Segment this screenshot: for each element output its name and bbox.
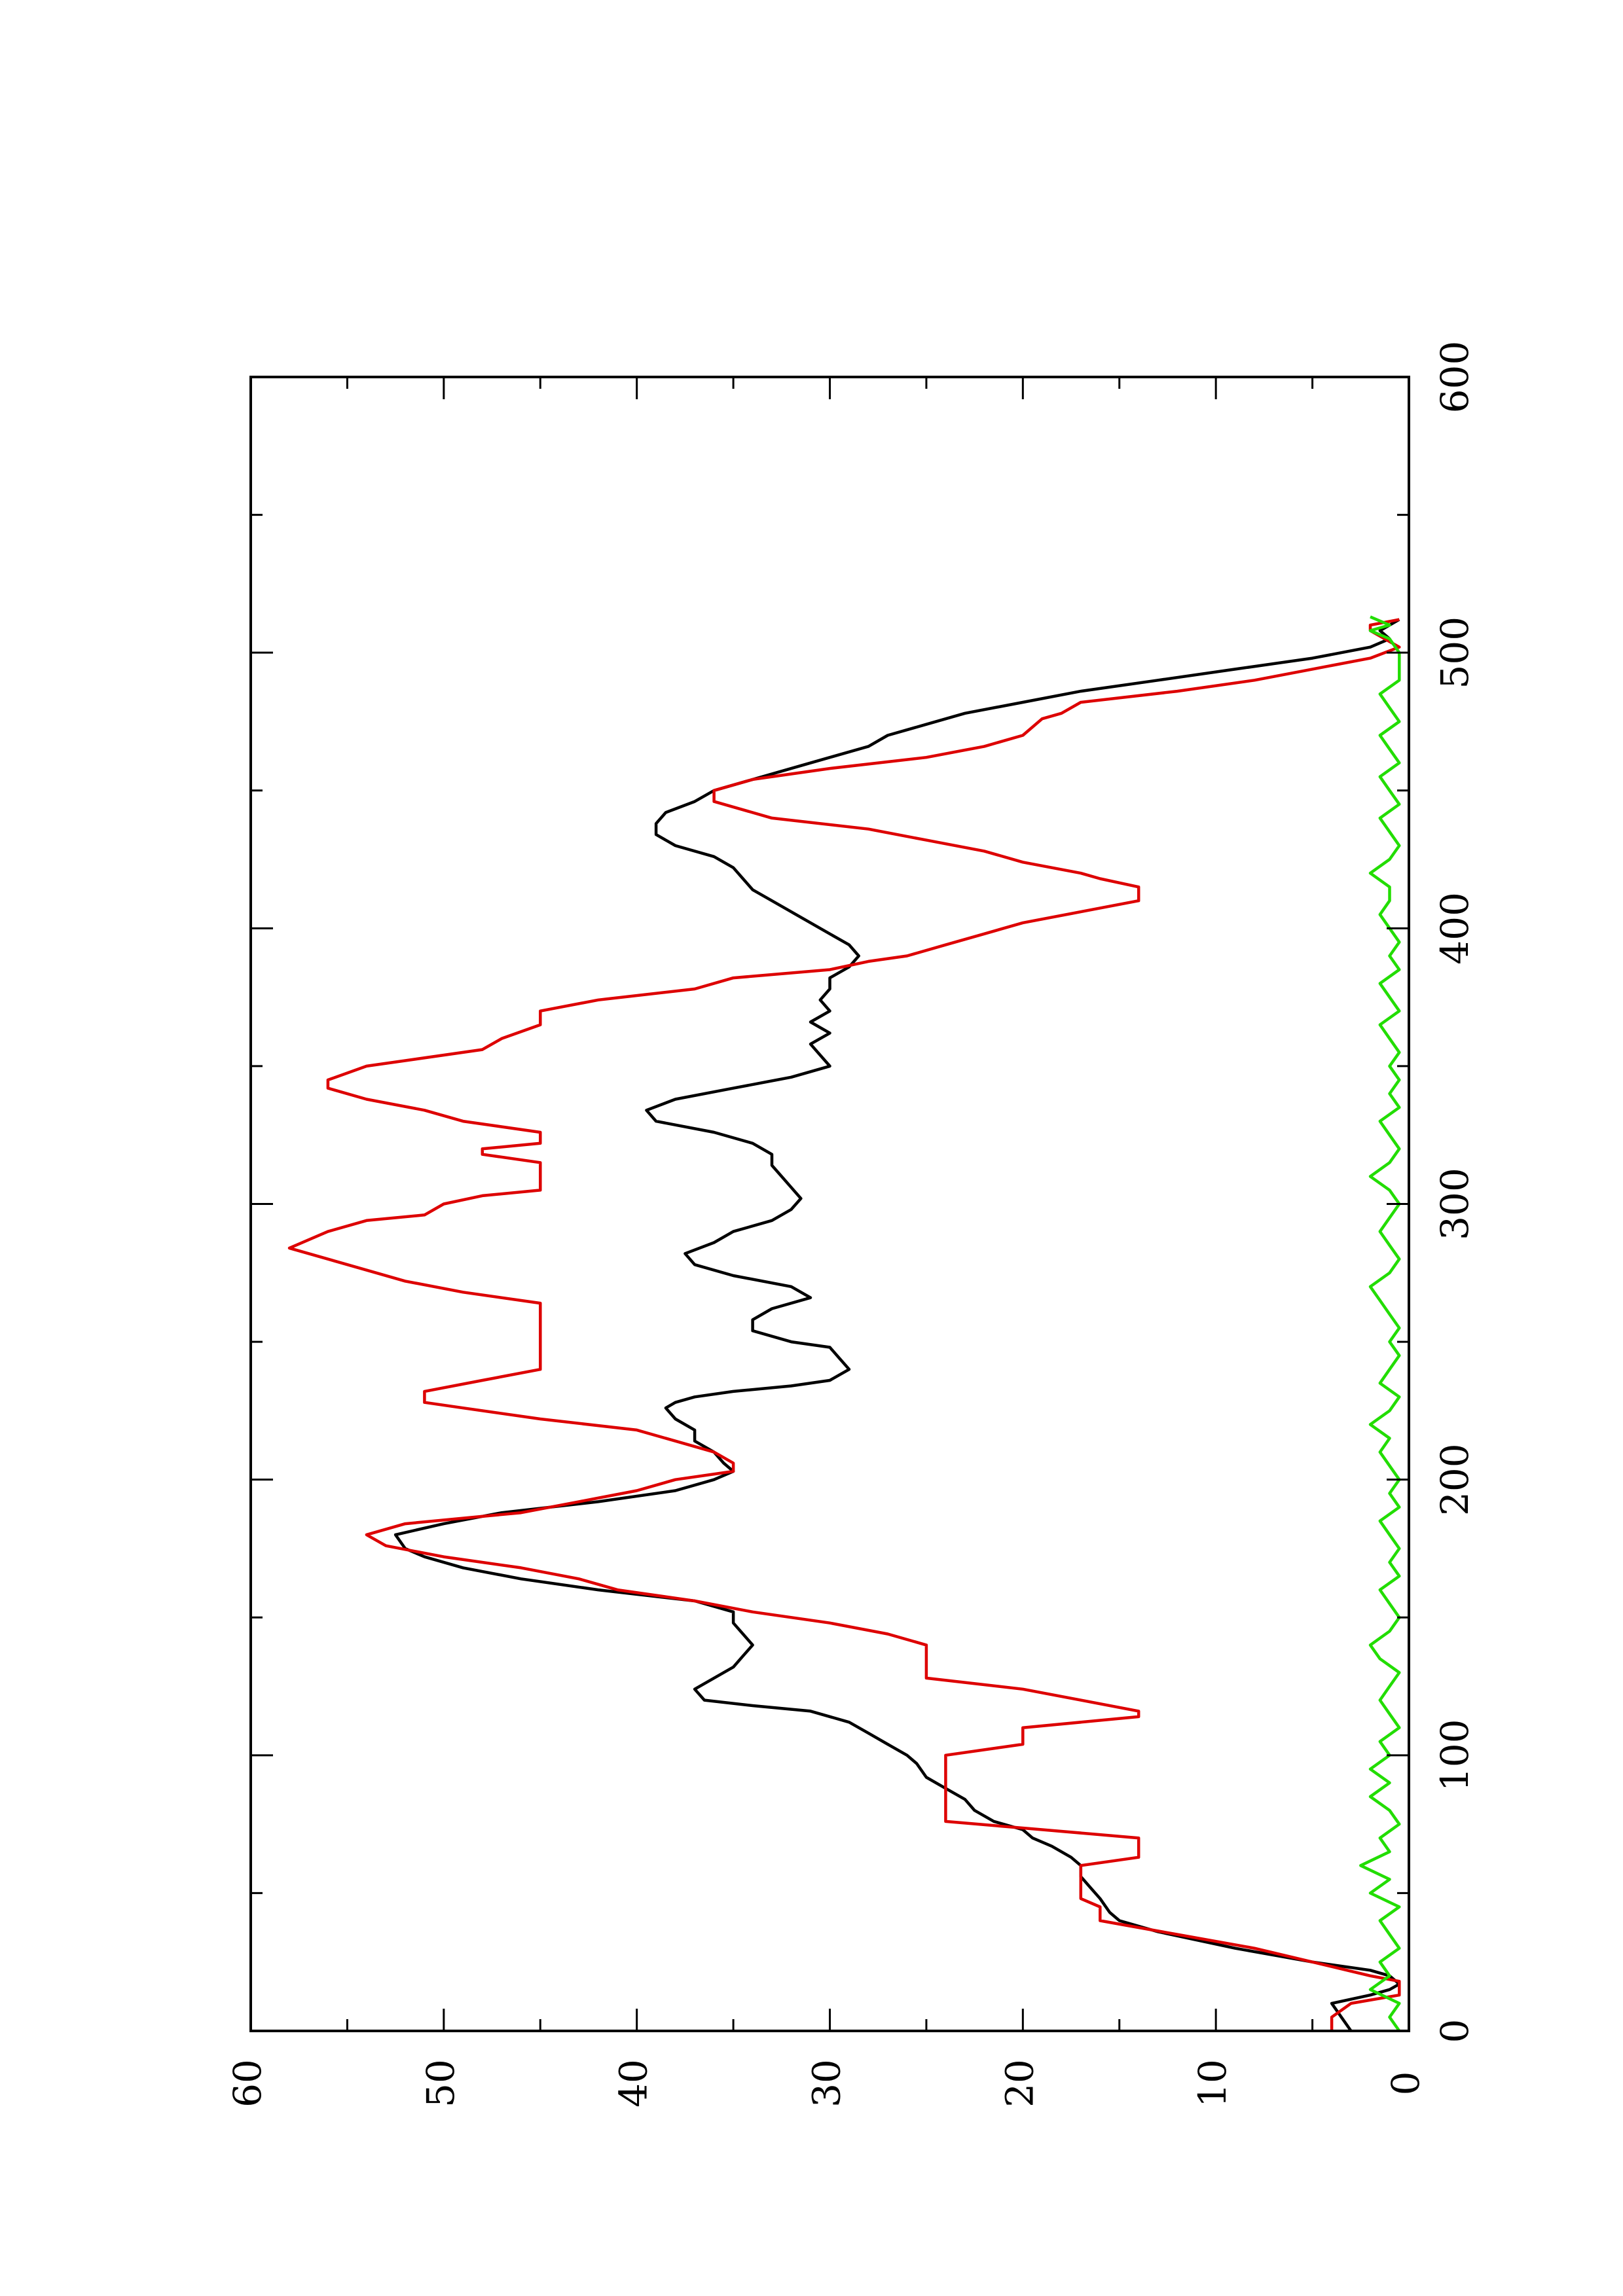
y-tick-label: 60 [225, 2059, 270, 2108]
y-tick-label: 30 [805, 2059, 849, 2108]
x-tick-label: 100 [1432, 1719, 1477, 1791]
x-tick-label: 400 [1432, 892, 1477, 965]
series-green-line [1359, 615, 1401, 2032]
y-tick-label: 10 [1190, 2059, 1235, 2108]
axis-ticks [249, 376, 1410, 2032]
x-tick-label: 200 [1432, 1443, 1477, 1516]
plot-border [249, 376, 1410, 2032]
y-tick-label: 20 [997, 2059, 1042, 2108]
y-tick-label: 50 [418, 2059, 463, 2108]
series-red-line [287, 618, 1401, 2031]
x-tick-label: 0 [1432, 2019, 1477, 2043]
x-tick-label: 500 [1432, 617, 1477, 689]
x-tick-label: 600 [1432, 341, 1477, 414]
y-tick-label: 0 [1383, 2072, 1428, 2096]
y-tick-label: 40 [611, 2059, 656, 2108]
plot-frame [249, 376, 1410, 2032]
chart-marks [287, 615, 1401, 2032]
tick-labels: 0 100 200 300 400 500 600 0 10 20 30 40 50 60 [225, 341, 1477, 2108]
series-black-line [393, 618, 1401, 2032]
x-tick-label: 300 [1432, 1168, 1477, 1240]
